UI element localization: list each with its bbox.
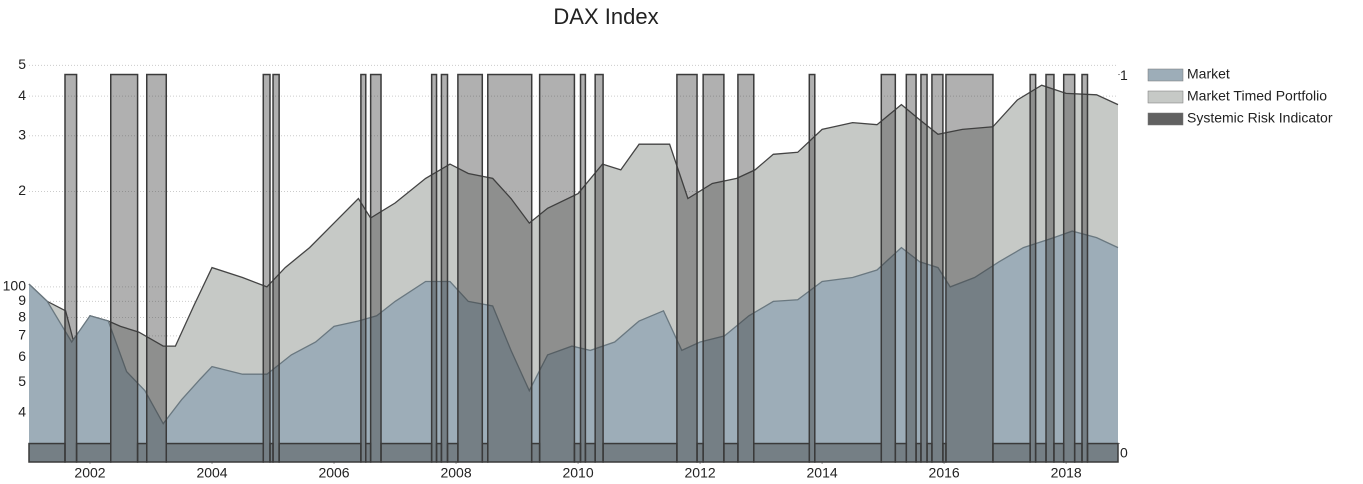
x-tick-label: 2004 [196, 465, 227, 481]
risk-segment [931, 73, 944, 463]
risk-segment [136, 442, 148, 463]
risk-segment [145, 73, 168, 463]
y-tick-label: 6 [18, 348, 26, 364]
risk-segment [737, 73, 755, 463]
x-tick-label: 2006 [318, 465, 349, 481]
risk-segment [880, 73, 897, 463]
risk-segment [380, 442, 433, 463]
risk-segment [1029, 73, 1037, 463]
risk-segment [1034, 442, 1047, 463]
x-tick-label: 2018 [1051, 465, 1082, 481]
risk-segment [446, 442, 459, 463]
y-tick-label: 8 [18, 308, 26, 324]
risk-segment [945, 73, 994, 463]
risk-segment [702, 73, 725, 463]
legend-swatch [1147, 68, 1184, 82]
x-tick-label: 2016 [929, 465, 960, 481]
chart-title: DAX Index [553, 4, 658, 29]
y-tick-label: 3 [18, 126, 26, 142]
risk-segment [487, 73, 533, 463]
legend-swatch [1147, 90, 1184, 104]
risk-segment [457, 73, 484, 463]
risk-segment [360, 73, 367, 463]
risk-segment [64, 73, 78, 463]
risk-segment [579, 73, 587, 463]
risk-segment [894, 442, 908, 463]
risk-segment [573, 442, 582, 463]
risk-segment [165, 442, 265, 463]
risk-segment [1073, 442, 1083, 463]
x-tick-label: 2014 [807, 465, 838, 481]
risk-segment [430, 73, 438, 463]
risk-segment [1053, 442, 1065, 463]
risk-segment [110, 73, 139, 463]
x-tick-label: 2008 [440, 465, 471, 481]
risk-segment [814, 442, 883, 463]
risk-segment [530, 442, 541, 463]
risk-segment [538, 73, 576, 463]
risk-segment [481, 442, 489, 463]
risk-segment [808, 73, 816, 463]
line [28, 84, 1119, 348]
x-tick-label: 2010 [562, 465, 593, 481]
legend-label: Market [1187, 66, 1230, 82]
risk-segment [369, 73, 382, 463]
y2-tick-label: 1 [1120, 67, 1128, 83]
y-tick-label: 9 [18, 292, 26, 308]
risk-segment [584, 442, 596, 463]
y-tick-label: 7 [18, 327, 26, 343]
y-tick-label: 5 [18, 373, 26, 389]
risk-segment [440, 73, 449, 463]
y-tick-label: 4 [18, 87, 26, 103]
risk-segment [1081, 73, 1089, 463]
legend-swatch [1147, 112, 1184, 126]
risk-segment [992, 442, 1031, 463]
x-tick-label: 2012 [685, 465, 716, 481]
risk-segment [905, 73, 917, 463]
risk-segment [676, 73, 698, 463]
legend-label: Market Timed Portfolio [1187, 88, 1327, 104]
legend-label: Systemic Risk Indicator [1187, 110, 1333, 126]
risk-segment [723, 442, 739, 463]
risk-segment [594, 73, 604, 463]
risk-segment [696, 442, 704, 463]
risk-segment [753, 442, 811, 463]
risk-segment [272, 73, 280, 463]
x-tick-label: 2002 [74, 465, 105, 481]
risk-segment [602, 442, 678, 463]
risk-segment [278, 442, 362, 463]
risk-segment [920, 73, 928, 463]
y2-tick-label: 0 [1120, 444, 1128, 460]
y-tick-label: 2 [18, 182, 26, 198]
risk-segment [1062, 73, 1076, 463]
y-tick-label: 4 [18, 404, 26, 420]
risk-segment [1045, 73, 1055, 463]
risk-segment [75, 442, 112, 463]
y-tick-label: 100 [3, 278, 27, 294]
risk-segment [28, 442, 66, 463]
risk-segment [262, 73, 271, 463]
risk-segment [1086, 442, 1119, 463]
y-tick-label: 5 [18, 56, 26, 72]
